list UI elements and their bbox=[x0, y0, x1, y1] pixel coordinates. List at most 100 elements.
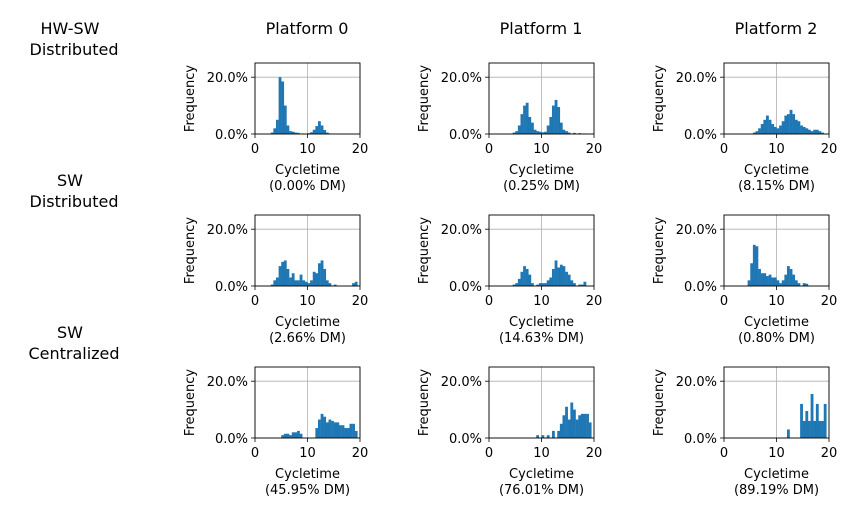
histogram-bar bbox=[588, 422, 592, 438]
x-tick-label: 20 bbox=[352, 294, 369, 309]
histogram-bar bbox=[352, 283, 355, 286]
histogram-bar bbox=[276, 119, 279, 134]
histogram-bar bbox=[586, 413, 589, 438]
row-label-swdist-line2: Distributed bbox=[30, 192, 119, 211]
histogram-bar bbox=[331, 420, 334, 438]
histogram-bar bbox=[538, 283, 542, 286]
histogram-bar bbox=[821, 132, 824, 134]
histogram-bar bbox=[318, 121, 321, 134]
histogram-bar bbox=[349, 423, 353, 438]
deadline-miss-label: (0.00% DM) bbox=[269, 179, 346, 194]
histogram-bar bbox=[779, 283, 782, 286]
y-tick-label: 0.0% bbox=[449, 280, 482, 295]
histogram-bar bbox=[291, 432, 295, 438]
histogram-bar bbox=[310, 132, 313, 134]
histogram-bar bbox=[567, 132, 571, 134]
histogram-panel-0-1: 0 10 20 0.0% 20.0% Frequency Cycletime(0.25% D… bbox=[417, 62, 602, 194]
deadline-miss-label: (14.63% DM) bbox=[499, 331, 584, 346]
histogram-bar bbox=[297, 430, 300, 438]
histogram-bar bbox=[517, 278, 521, 286]
histogram-bar bbox=[281, 261, 285, 286]
histogram-panel-1-0: 0 10 20 0.0% 20.0% Frequency Cycletime(2.66% D… bbox=[183, 214, 369, 346]
histogram-bar bbox=[299, 274, 303, 286]
row-label-swcent-line2: Centralized bbox=[28, 344, 119, 363]
histogram-bar bbox=[536, 284, 540, 286]
histogram-bar bbox=[747, 280, 751, 286]
histogram-bar bbox=[320, 413, 324, 438]
histogram-bar bbox=[315, 273, 319, 286]
histogram-bar bbox=[570, 402, 574, 438]
y-tick-label: 20.0% bbox=[207, 375, 248, 390]
histogram-bar bbox=[808, 420, 811, 438]
histogram-bar bbox=[794, 119, 798, 134]
x-tick-label: 10 bbox=[533, 446, 550, 461]
histogram-bar bbox=[525, 102, 529, 134]
histogram-bar bbox=[792, 114, 796, 134]
deadline-miss-label: (0.25% DM) bbox=[503, 179, 580, 194]
x-axis-label: Cycletime bbox=[509, 315, 574, 330]
histogram-bar bbox=[523, 105, 526, 134]
histogram-bar bbox=[570, 280, 574, 286]
histogram-bar bbox=[307, 283, 311, 286]
histogram-bar bbox=[752, 244, 756, 286]
histogram-bar bbox=[768, 119, 772, 134]
histogram-bar bbox=[531, 122, 534, 134]
histogram-bar bbox=[818, 420, 822, 438]
histogram-bar bbox=[536, 435, 540, 438]
histogram-bar bbox=[315, 126, 319, 134]
x-tick-label: 10 bbox=[299, 294, 316, 309]
x-tick-label: 20 bbox=[586, 446, 603, 461]
histogram-bar bbox=[781, 121, 785, 134]
y-tick-label: 0.0% bbox=[215, 128, 248, 143]
x-tick-label: 10 bbox=[299, 142, 316, 157]
histogram-bar bbox=[797, 121, 801, 134]
histogram-bar bbox=[515, 131, 519, 134]
histogram-bar bbox=[565, 271, 568, 286]
histogram-bar bbox=[323, 130, 327, 134]
x-tick-label: 20 bbox=[821, 294, 838, 309]
histogram-bar bbox=[525, 268, 529, 286]
histogram-bar bbox=[325, 422, 329, 438]
deadline-miss-label: (89.19% DM) bbox=[734, 483, 819, 498]
histogram-panel-2-0: 0 10 20 0.0% 20.0% Frequency Cycletime(45.95% … bbox=[183, 366, 369, 498]
histogram-bar bbox=[286, 125, 290, 134]
histogram-bar bbox=[541, 435, 545, 438]
y-tick-label: 20.0% bbox=[441, 71, 482, 86]
histogram-bar bbox=[289, 277, 292, 286]
histogram-bar bbox=[328, 283, 332, 286]
histogram-bar bbox=[800, 403, 803, 438]
histogram-bar bbox=[583, 413, 587, 438]
y-tick-label: 0.0% bbox=[684, 280, 717, 295]
histogram-bar bbox=[789, 268, 793, 286]
histogram-bar bbox=[565, 406, 568, 438]
histogram-bar bbox=[787, 429, 790, 438]
y-tick-label: 0.0% bbox=[684, 432, 717, 447]
histogram-bar bbox=[567, 274, 571, 286]
histogram-bar bbox=[354, 430, 358, 438]
histogram-bar bbox=[346, 428, 350, 438]
histogram-bar bbox=[328, 419, 332, 438]
histogram-bar bbox=[333, 422, 337, 438]
column-title-platform-2: Platform 2 bbox=[735, 19, 818, 38]
x-tick-label: 20 bbox=[352, 446, 369, 461]
histogram-bar bbox=[752, 132, 756, 134]
x-tick-label: 20 bbox=[821, 142, 838, 157]
x-tick-label: 0 bbox=[251, 142, 259, 157]
histogram-bar bbox=[281, 435, 285, 438]
histogram-bar bbox=[578, 415, 582, 438]
x-tick-label: 0 bbox=[251, 294, 259, 309]
x-tick-label: 0 bbox=[485, 294, 493, 309]
y-tick-label: 0.0% bbox=[215, 280, 248, 295]
histogram-bar bbox=[333, 284, 337, 286]
histogram-bar bbox=[573, 409, 576, 438]
histogram-bar bbox=[779, 125, 782, 134]
histogram-bar bbox=[546, 280, 550, 286]
histogram-bar bbox=[802, 283, 806, 286]
histogram-bar bbox=[515, 283, 519, 286]
histogram-bar bbox=[580, 284, 584, 286]
histogram-bar bbox=[341, 425, 345, 438]
histogram-bar bbox=[552, 268, 555, 286]
x-tick-label: 0 bbox=[720, 446, 728, 461]
